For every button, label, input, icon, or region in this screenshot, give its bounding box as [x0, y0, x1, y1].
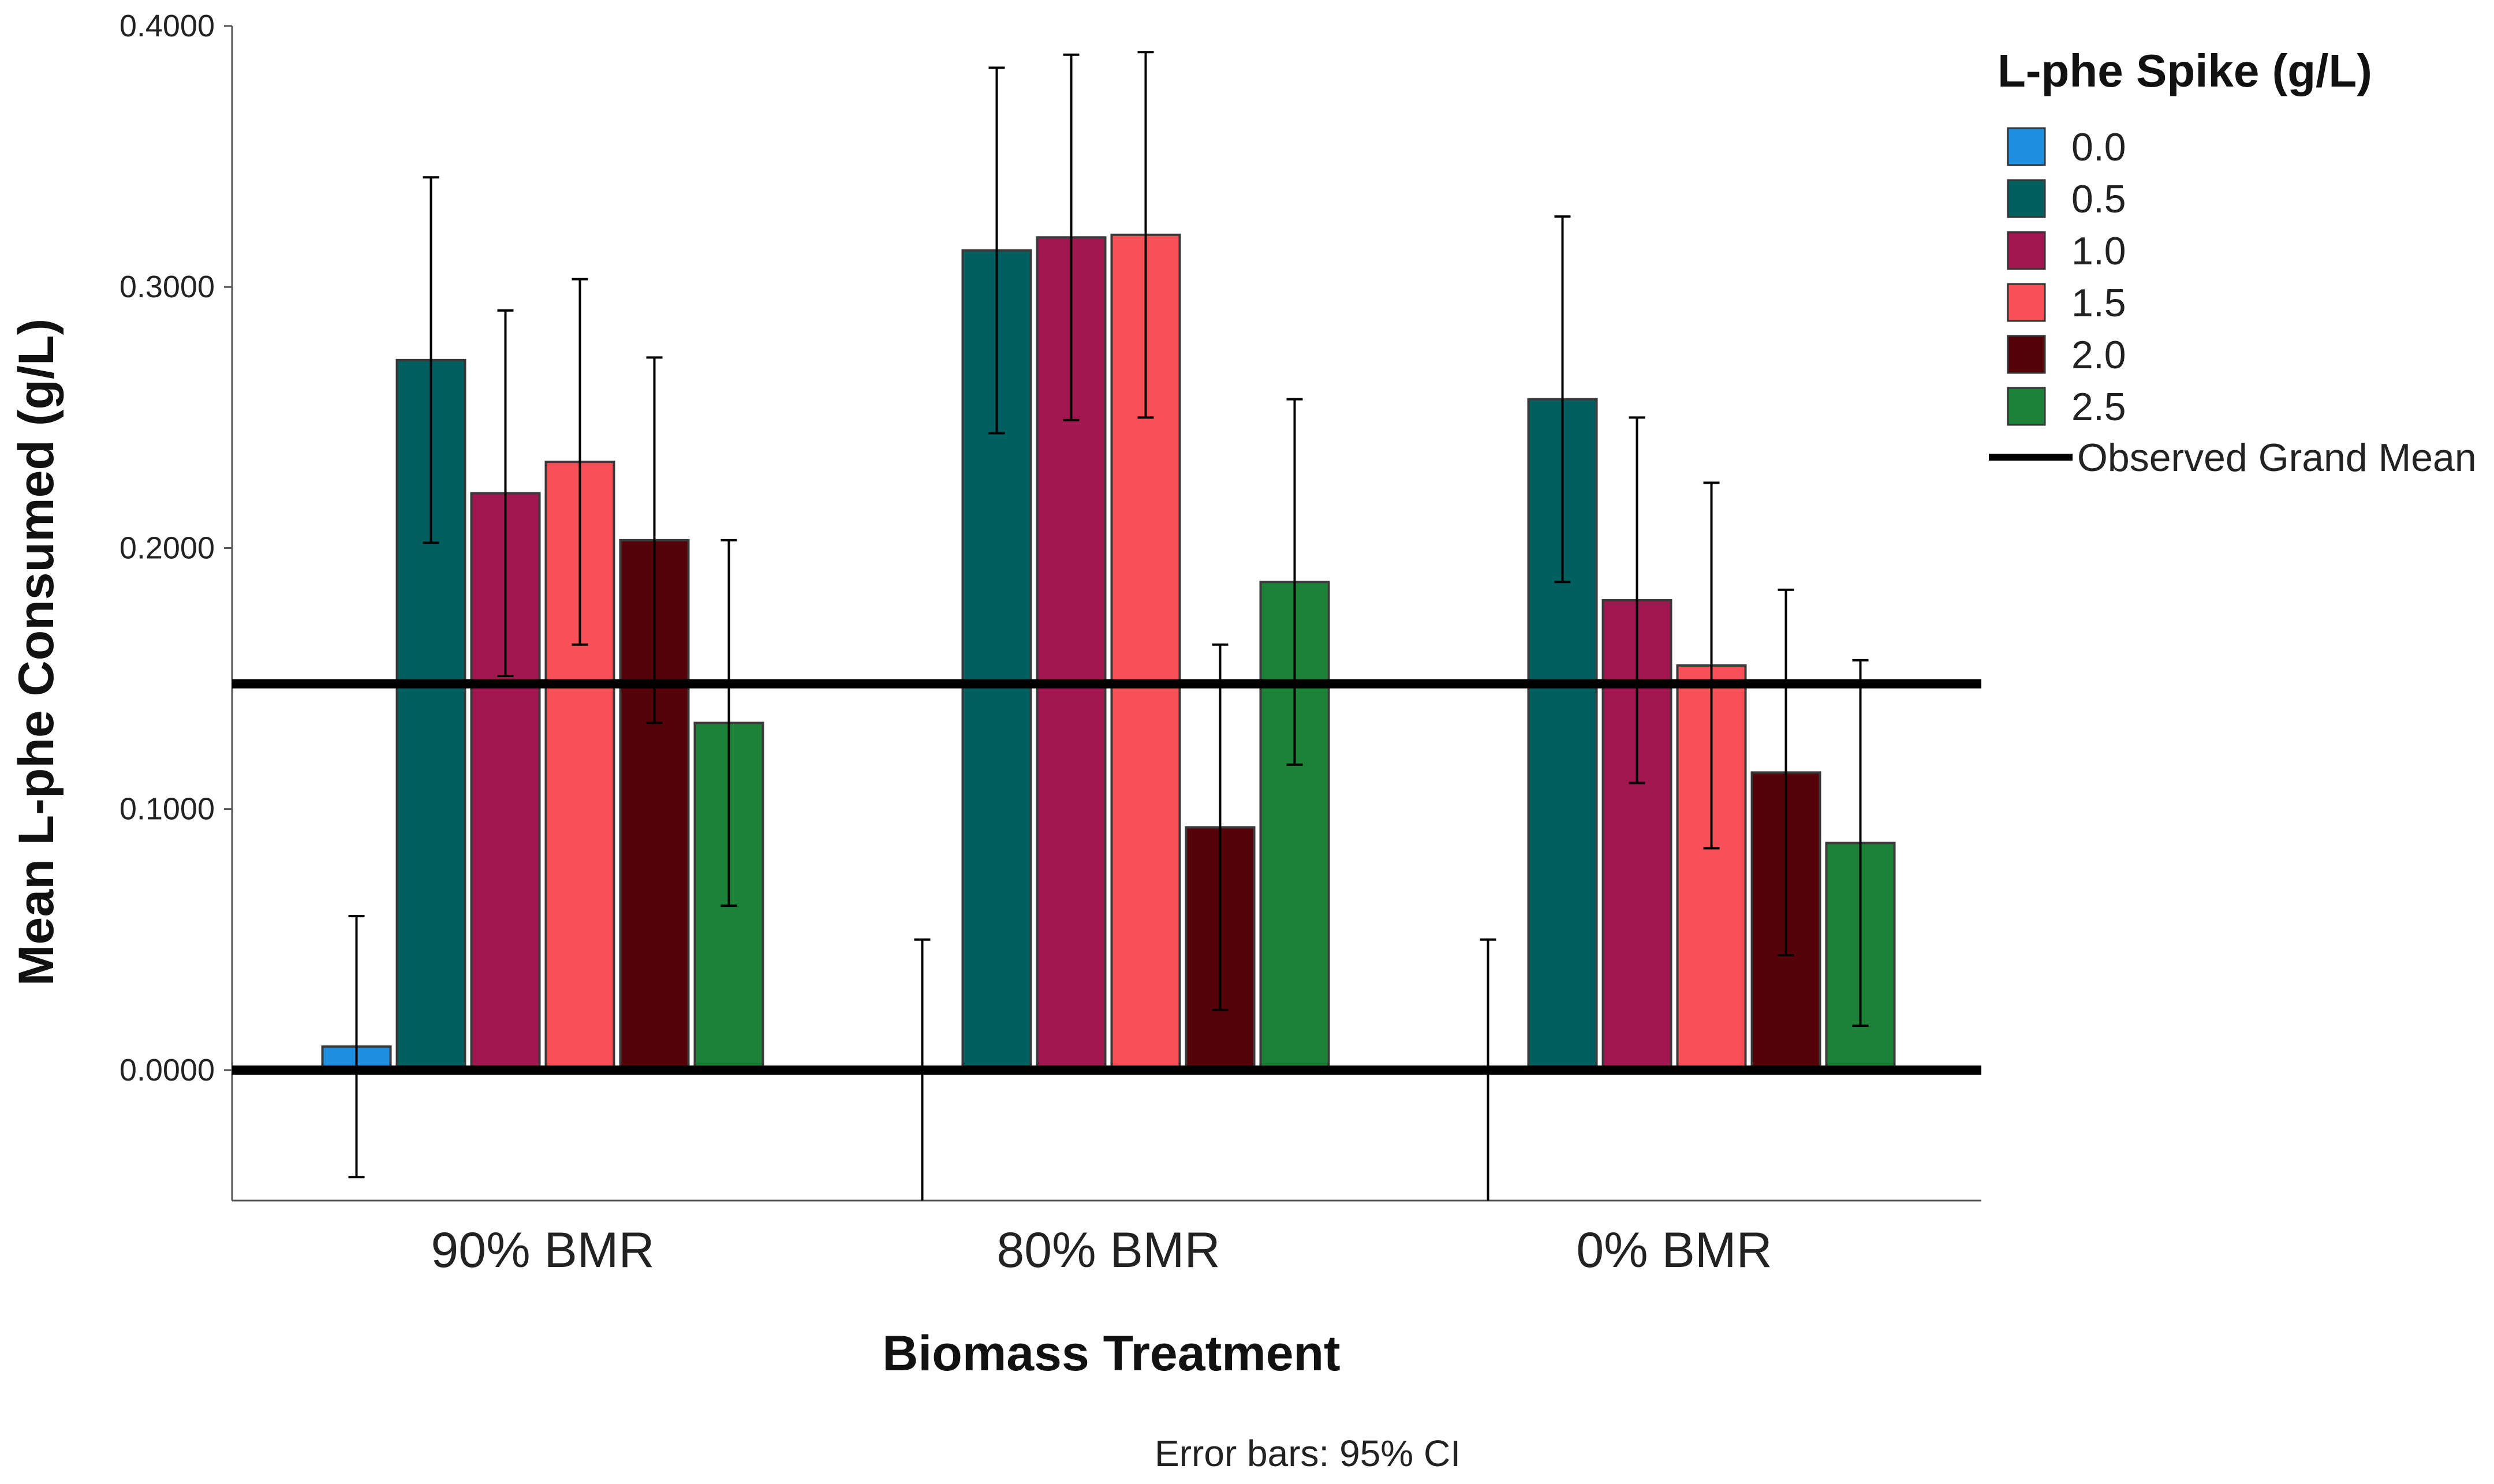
- y-tick-label: 0.3000: [120, 270, 215, 304]
- y-tick-label: 0.2000: [120, 530, 215, 565]
- legend-swatch: [2007, 283, 2046, 322]
- legend-label: 1.0: [2071, 229, 2126, 273]
- x-category-label: 0% BMR: [1576, 1223, 1772, 1278]
- legend-grand-mean-label: Observed Grand Mean: [2077, 436, 2477, 480]
- y-tick-label: 0.4000: [120, 9, 215, 43]
- y-tick-label: 0.0000: [120, 1053, 215, 1087]
- legend-swatch: [2007, 179, 2046, 218]
- legend-swatch: [2007, 127, 2046, 166]
- legend-label: 1.5: [2071, 281, 2126, 325]
- bar: [961, 249, 1032, 1071]
- legend-label: 0.0: [2071, 125, 2126, 169]
- legend-label: 2.0: [2071, 333, 2126, 377]
- error-bar-note: Error bars: 95% CI: [1155, 1433, 1461, 1474]
- x-category-label: 90% BMR: [431, 1223, 654, 1278]
- y-tick-label: 0.1000: [120, 792, 215, 827]
- legend-swatch: [2007, 387, 2046, 426]
- x-axis-title: Biomass Treatment: [882, 1326, 1340, 1381]
- plot-area: 0.0000 0.1000 0.2000 0.3000 0.4000 90% BMR 80%…: [120, 9, 1981, 1278]
- legend-label: 0.5: [2071, 177, 2126, 221]
- legend-swatch: [2007, 231, 2046, 270]
- legend-label: 2.5: [2071, 385, 2126, 429]
- legend-title: L-phe Spike (g/L): [1998, 45, 2372, 96]
- y-axis-title: Mean L-phe Consumed (g/L): [9, 319, 64, 986]
- legend-swatch: [2007, 335, 2046, 374]
- legend: L-phe Spike (g/L) 0.0 0.5 1.0 1.5 2.0 2.5 Obse…: [1989, 45, 2477, 480]
- x-category-label: 80% BMR: [996, 1223, 1220, 1278]
- bar: [1036, 236, 1107, 1071]
